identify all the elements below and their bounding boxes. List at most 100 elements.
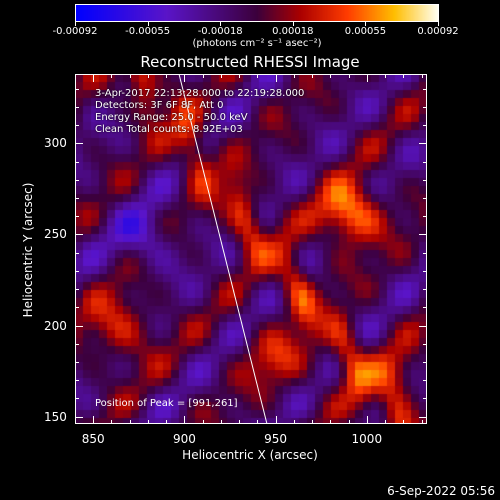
plot-area xyxy=(75,74,427,424)
y-minor-tick xyxy=(423,398,427,400)
x-tick-mark xyxy=(184,416,186,424)
y-tick-label: 300 xyxy=(44,136,67,151)
peak-position-label: Position of Peak = [991,261] xyxy=(95,398,238,409)
x-minor-tick xyxy=(385,74,387,78)
solar-limb-overlay xyxy=(178,74,268,424)
y-tick-mark xyxy=(75,416,83,418)
colorbar-tick-label: -0.00018 xyxy=(197,26,243,37)
y-minor-tick xyxy=(75,161,79,163)
x-minor-tick xyxy=(257,420,259,424)
y-tick-mark xyxy=(75,143,83,145)
y-minor-tick xyxy=(75,398,79,400)
x-minor-tick xyxy=(421,420,423,424)
y-minor-tick xyxy=(423,362,427,364)
y-tick-mark xyxy=(419,325,427,327)
colorbar-tick-mark xyxy=(147,22,149,26)
y-minor-tick xyxy=(75,216,79,218)
y-minor-tick xyxy=(423,289,427,291)
x-tick-label: 850 xyxy=(81,432,105,446)
x-tick-label: 950 xyxy=(264,432,288,446)
y-minor-tick xyxy=(423,270,427,272)
chart-title: Reconstructed RHESSI Image xyxy=(140,53,360,71)
x-tick-mark xyxy=(275,416,277,424)
x-tick-mark xyxy=(93,416,95,424)
x-minor-tick xyxy=(330,420,332,424)
x-minor-tick xyxy=(111,420,113,424)
y-axis-label: Heliocentric Y (arcsec) xyxy=(21,182,35,318)
y-minor-tick xyxy=(423,307,427,309)
x-tick-mark xyxy=(93,74,95,82)
colorbar xyxy=(75,4,439,22)
x-tick-mark xyxy=(275,74,277,82)
colorbar-tick-label: -0.00092 xyxy=(52,26,98,37)
x-minor-tick xyxy=(293,74,295,78)
y-minor-tick xyxy=(75,307,79,309)
colorbar-tick-mark xyxy=(75,22,76,26)
y-tick-mark xyxy=(419,234,427,236)
x-axis-label: Heliocentric X (arcsec) xyxy=(182,448,318,462)
y-minor-tick xyxy=(75,380,79,382)
x-minor-tick xyxy=(166,74,168,78)
x-minor-tick xyxy=(129,74,131,78)
x-tick-label: 1000 xyxy=(351,432,383,446)
y-minor-tick xyxy=(75,179,79,181)
x-minor-tick xyxy=(385,420,387,424)
colorbar-tick-label: 0.00092 xyxy=(417,26,459,37)
x-minor-tick xyxy=(421,74,423,78)
detectors-label: Detectors: 3F 6F 8F, Att 0 xyxy=(95,100,224,111)
colorbar-tick-label: 0.00018 xyxy=(272,26,314,37)
x-minor-tick xyxy=(147,420,149,424)
x-minor-tick xyxy=(257,74,259,78)
x-minor-tick xyxy=(220,74,222,78)
x-minor-tick xyxy=(348,420,350,424)
colorbar-tick-mark xyxy=(292,22,294,26)
x-minor-tick xyxy=(147,74,149,78)
y-minor-tick xyxy=(75,106,79,108)
colorbar-tick-mark xyxy=(220,22,222,26)
x-tick-mark xyxy=(366,74,368,82)
y-minor-tick xyxy=(75,362,79,364)
y-minor-tick xyxy=(423,197,427,199)
y-minor-tick xyxy=(423,343,427,345)
colorbar-tick-label: -0.00055 xyxy=(125,26,171,37)
energy-range-label: Energy Range: 25.0 - 50.0 keV xyxy=(95,112,248,123)
y-tick-mark xyxy=(75,325,83,327)
x-tick-label: 900 xyxy=(172,432,196,446)
y-minor-tick xyxy=(423,106,427,108)
y-minor-tick xyxy=(75,197,79,199)
x-minor-tick xyxy=(348,74,350,78)
counts-label: Clean Total counts: 8.92E+03 xyxy=(95,124,243,135)
x-minor-tick xyxy=(220,420,222,424)
y-minor-tick xyxy=(75,125,79,127)
y-tick-mark xyxy=(419,416,427,418)
x-minor-tick xyxy=(202,74,204,78)
y-minor-tick xyxy=(423,125,427,127)
y-tick-label: 200 xyxy=(44,318,67,333)
y-minor-tick xyxy=(423,252,427,254)
y-minor-tick xyxy=(423,380,427,382)
y-minor-tick xyxy=(75,252,79,254)
x-minor-tick xyxy=(129,420,131,424)
y-tick-label: 250 xyxy=(44,227,67,242)
x-minor-tick xyxy=(403,74,405,78)
x-minor-tick xyxy=(239,74,241,78)
colorbar-tick-label: 0.00055 xyxy=(344,26,387,37)
timestamp: 6-Sep-2022 05:56 xyxy=(387,484,495,498)
y-tick-mark xyxy=(75,234,83,236)
y-minor-tick xyxy=(75,88,79,90)
colorbar-tick-mark xyxy=(365,22,367,26)
y-minor-tick xyxy=(423,161,427,163)
x-minor-tick xyxy=(111,74,113,78)
heatmap-image xyxy=(75,74,427,424)
x-minor-tick xyxy=(239,420,241,424)
colorbar-tick-mark xyxy=(438,22,439,26)
x-minor-tick xyxy=(312,420,314,424)
x-minor-tick xyxy=(312,74,314,78)
x-minor-tick xyxy=(202,420,204,424)
y-minor-tick xyxy=(75,289,79,291)
x-tick-mark xyxy=(366,416,368,424)
y-minor-tick xyxy=(75,270,79,272)
x-minor-tick xyxy=(166,420,168,424)
x-tick-mark xyxy=(184,74,186,82)
x-minor-tick xyxy=(293,420,295,424)
